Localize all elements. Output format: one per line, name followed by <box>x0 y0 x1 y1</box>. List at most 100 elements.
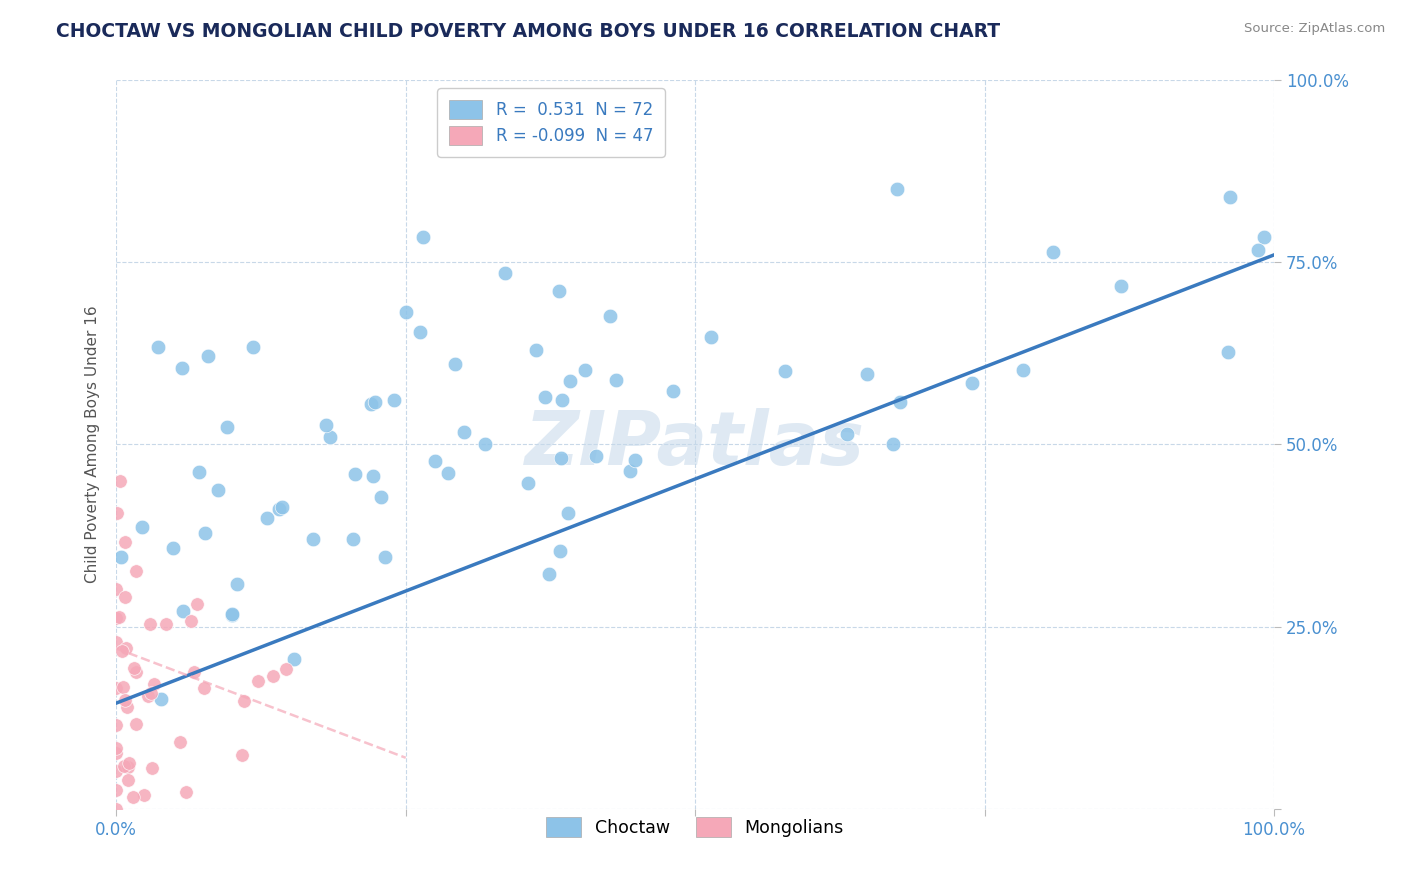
Point <box>114 590 136 604</box>
Point <box>773 364 796 378</box>
Point <box>105 681 128 695</box>
Point <box>1247 243 1270 257</box>
Point <box>882 437 904 451</box>
Point <box>105 506 128 520</box>
Point <box>105 610 128 624</box>
Point <box>558 374 581 388</box>
Point <box>114 534 136 549</box>
Point <box>105 582 128 596</box>
Point <box>105 718 128 732</box>
Point <box>960 376 983 391</box>
Point <box>155 617 177 632</box>
Point <box>105 635 128 649</box>
Point <box>274 662 297 676</box>
Point <box>143 676 166 690</box>
Point <box>125 717 148 731</box>
Point <box>146 340 169 354</box>
Point <box>624 452 647 467</box>
Point <box>619 465 641 479</box>
Point <box>215 420 238 434</box>
Point <box>197 349 219 363</box>
Point <box>395 305 418 319</box>
Point <box>174 785 197 799</box>
Point <box>108 609 131 624</box>
Point <box>105 782 128 797</box>
Point <box>256 511 278 525</box>
Point <box>494 266 516 280</box>
Point <box>1111 279 1133 293</box>
Text: CHOCTAW VS MONGOLIAN CHILD POVERTY AMONG BOYS UNDER 16 CORRELATION CHART: CHOCTAW VS MONGOLIAN CHILD POVERTY AMONG… <box>56 22 1000 41</box>
Point <box>1042 244 1064 259</box>
Point <box>1011 363 1033 377</box>
Point <box>319 430 342 444</box>
Legend: Choctaw, Mongolians: Choctaw, Mongolians <box>540 810 851 844</box>
Y-axis label: Child Poverty Among Boys Under 16: Child Poverty Among Boys Under 16 <box>86 306 100 583</box>
Point <box>360 397 382 411</box>
Point <box>122 789 145 804</box>
Point <box>110 550 132 565</box>
Point <box>444 357 467 371</box>
Point <box>125 564 148 578</box>
Point <box>302 532 325 546</box>
Point <box>412 230 434 244</box>
Point <box>247 673 270 688</box>
Point <box>183 665 205 680</box>
Point <box>538 566 561 581</box>
Point <box>1253 229 1275 244</box>
Point <box>315 417 337 432</box>
Point <box>180 615 202 629</box>
Point <box>112 758 135 772</box>
Point <box>699 329 721 343</box>
Point <box>231 748 253 763</box>
Point <box>474 436 496 450</box>
Point <box>105 764 128 778</box>
Point <box>221 607 243 622</box>
Point <box>364 395 387 409</box>
Point <box>105 746 128 760</box>
Text: Source: ZipAtlas.com: Source: ZipAtlas.com <box>1244 22 1385 36</box>
Point <box>125 665 148 679</box>
Point <box>187 466 209 480</box>
Point <box>150 692 173 706</box>
Point <box>105 802 128 816</box>
Point <box>534 390 557 404</box>
Point <box>122 660 145 674</box>
Point <box>382 393 405 408</box>
Point <box>409 325 432 339</box>
Text: ZIPatlas: ZIPatlas <box>526 408 865 481</box>
Point <box>194 526 217 541</box>
Point <box>105 741 128 756</box>
Point <box>1216 345 1239 359</box>
Point <box>262 669 284 683</box>
Point <box>110 644 132 658</box>
Point <box>221 607 243 621</box>
Point <box>141 761 163 775</box>
Point <box>574 362 596 376</box>
Point <box>118 756 141 771</box>
Point <box>269 502 291 516</box>
Point <box>425 454 447 468</box>
Point <box>1219 190 1241 204</box>
Point <box>169 735 191 749</box>
Point <box>343 467 366 481</box>
Point <box>117 700 139 714</box>
Point <box>599 310 621 324</box>
Point <box>193 681 215 695</box>
Point <box>662 384 685 399</box>
Point <box>162 541 184 555</box>
Point <box>139 616 162 631</box>
Point <box>437 466 460 480</box>
Point <box>242 340 264 354</box>
Point <box>170 360 193 375</box>
Point <box>117 760 139 774</box>
Point <box>117 773 139 788</box>
Point <box>271 500 294 514</box>
Point <box>233 694 256 708</box>
Point <box>136 689 159 703</box>
Point <box>374 549 396 564</box>
Point <box>141 686 163 700</box>
Point <box>548 284 571 298</box>
Point <box>605 373 627 387</box>
Point <box>835 427 858 442</box>
Point <box>114 641 136 656</box>
